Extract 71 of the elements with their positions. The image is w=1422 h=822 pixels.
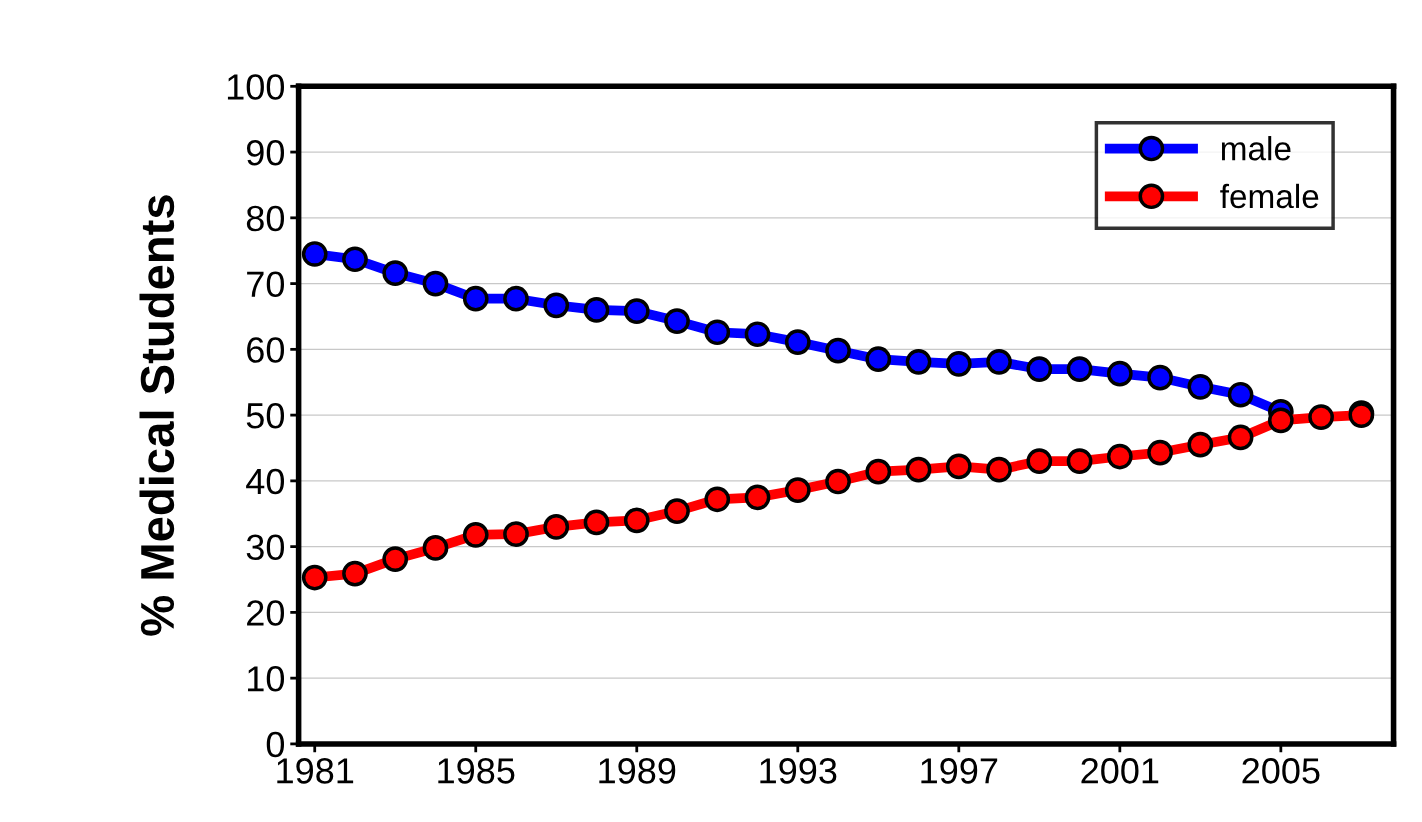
point — [623, 507, 650, 534]
point — [543, 514, 570, 540]
y-tick-label: 20 — [247, 600, 285, 626]
point — [784, 477, 811, 503]
y-tick-label: 40 — [246, 468, 285, 495]
point — [623, 298, 650, 325]
point — [422, 535, 449, 561]
y-tick-label: 100 — [227, 74, 285, 100]
point — [664, 498, 690, 524]
point — [583, 297, 610, 323]
point — [503, 285, 529, 312]
point — [825, 337, 851, 364]
point — [301, 241, 328, 267]
point — [1106, 360, 1133, 387]
x-tick-label: 1985 — [438, 758, 515, 784]
x-tick-label: 1989 — [599, 758, 676, 784]
point — [382, 546, 409, 572]
point — [1026, 356, 1053, 382]
point — [583, 509, 610, 536]
legend-label: female — [1220, 183, 1319, 209]
point — [704, 319, 731, 346]
x-tick-label: 1981 — [277, 758, 354, 784]
point — [1066, 448, 1093, 474]
point — [1267, 407, 1294, 434]
point — [1227, 381, 1254, 408]
y-axis-title: % Medical Students — [139, 195, 175, 636]
point — [704, 486, 731, 513]
point — [462, 285, 489, 312]
x-tick-label: 1997 — [921, 758, 998, 784]
point — [1066, 356, 1093, 382]
point — [744, 321, 771, 348]
point — [503, 521, 529, 547]
point — [986, 348, 1012, 375]
point — [1147, 439, 1173, 466]
point — [986, 456, 1012, 483]
point — [543, 292, 570, 319]
point — [865, 458, 892, 485]
point — [301, 564, 328, 591]
point — [1106, 443, 1133, 470]
point — [664, 308, 690, 334]
point — [462, 521, 489, 548]
point — [342, 246, 368, 273]
point — [342, 560, 368, 587]
y-tick-label: 70 — [247, 271, 285, 298]
x-tick-label: 2005 — [1242, 758, 1320, 784]
point — [744, 484, 771, 511]
point — [1147, 364, 1173, 391]
point — [825, 468, 851, 495]
point — [905, 456, 932, 483]
point — [905, 348, 932, 375]
point — [1187, 373, 1214, 400]
y-tick-label: 30 — [246, 534, 285, 561]
point — [945, 453, 972, 480]
point — [784, 329, 811, 355]
y-tick-label: 10 — [248, 666, 285, 692]
point — [1227, 424, 1254, 451]
point — [865, 346, 892, 373]
point — [422, 270, 449, 297]
point — [1187, 431, 1214, 458]
point — [382, 260, 409, 286]
point — [945, 350, 972, 377]
x-tick-label: 1993 — [760, 758, 837, 784]
y-tick-label: 90 — [246, 139, 285, 166]
y-tick-label: 0 — [266, 731, 285, 758]
y-tick-label: 80 — [246, 205, 285, 232]
legend-label: male — [1221, 136, 1291, 161]
point — [1026, 448, 1053, 474]
y-tick-label: 50 — [246, 402, 285, 429]
x-tick-label: 2001 — [1081, 758, 1159, 784]
y-tick-label: 60 — [247, 337, 285, 363]
point — [1308, 404, 1334, 430]
